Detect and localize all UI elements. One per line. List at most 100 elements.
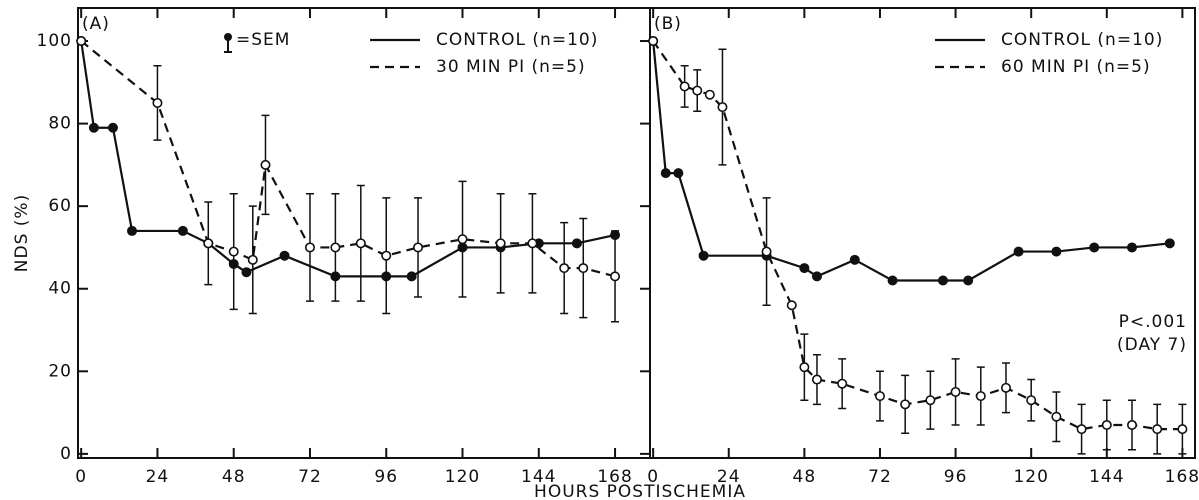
data-point — [799, 263, 810, 274]
data-point — [495, 238, 506, 249]
data-point — [1152, 424, 1163, 435]
data-point — [692, 85, 703, 96]
panel-label: (B) — [654, 14, 682, 34]
data-point — [260, 159, 271, 170]
x-tick-label: 96 — [944, 467, 968, 487]
x-tick-label: 72 — [298, 467, 322, 487]
data-point — [559, 263, 570, 274]
annotation: P<.001 — [1119, 312, 1187, 332]
y-tick-label: 0 — [60, 444, 72, 464]
x-tick-label: 48 — [793, 467, 817, 487]
data-point — [937, 275, 948, 286]
data-point — [1051, 411, 1062, 422]
data-point — [717, 102, 728, 113]
sem-icon-dot — [224, 33, 232, 41]
data-point — [837, 378, 848, 389]
x-tick-label: 96 — [374, 467, 398, 487]
data-point — [1164, 238, 1175, 249]
data-point — [203, 238, 214, 249]
series-line — [652, 40, 1170, 282]
data-point — [355, 238, 366, 249]
data-point — [578, 263, 589, 274]
legend-label: CONTROL (n=10) — [436, 30, 598, 50]
data-point — [406, 271, 417, 282]
y-tick-label: 40 — [48, 279, 72, 299]
data-point — [127, 225, 138, 236]
legend-label: 60 MIN PI (n=5) — [1001, 57, 1151, 77]
data-point — [1076, 424, 1087, 435]
x-tick-label: 120 — [1013, 467, 1048, 487]
data-point — [1051, 246, 1062, 257]
panel-label: (A) — [82, 14, 110, 34]
annotation: =SEM — [236, 30, 290, 50]
data-point — [963, 275, 974, 286]
annotation: (DAY 7) — [1117, 335, 1187, 355]
data-point — [1089, 242, 1100, 253]
data-point — [304, 242, 315, 253]
series-line — [80, 40, 616, 278]
data-point — [950, 386, 961, 397]
x-tick-label: 120 — [445, 467, 480, 487]
data-point — [177, 225, 188, 236]
x-tick-label: 72 — [868, 467, 892, 487]
data-point — [1000, 382, 1011, 393]
data-point — [786, 300, 797, 311]
data-point — [887, 275, 898, 286]
x-tick-label: 24 — [717, 467, 741, 487]
data-point — [76, 36, 87, 47]
x-tick-label: 144 — [521, 467, 556, 487]
x-tick-label: 144 — [1089, 467, 1124, 487]
data-point — [1101, 419, 1112, 430]
data-point — [811, 271, 822, 282]
data-point — [811, 374, 822, 385]
x-axis-label: HOURS POSTISCHEMIA — [534, 482, 746, 500]
data-point — [381, 250, 392, 261]
y-tick-label: 100 — [37, 31, 72, 51]
y-tick-label: 60 — [48, 196, 72, 216]
legend-label: 30 MIN PI (n=5) — [436, 57, 586, 77]
data-point — [761, 246, 772, 257]
data-point — [1126, 242, 1137, 253]
data-point — [1026, 395, 1037, 406]
x-tick-label: 24 — [146, 467, 170, 487]
data-point — [527, 238, 538, 249]
data-point — [571, 238, 582, 249]
data-point — [413, 242, 424, 253]
data-point — [698, 250, 709, 261]
x-tick-label: 48 — [222, 467, 246, 487]
data-point — [975, 391, 986, 402]
data-point — [1013, 246, 1024, 257]
data-point — [925, 395, 936, 406]
legend-label: CONTROL (n=10) — [1001, 30, 1163, 50]
x-tick-label: 0 — [75, 467, 87, 487]
data-point — [1177, 424, 1188, 435]
data-point — [241, 267, 252, 278]
y-axis-label: NDS (%) — [12, 194, 32, 272]
x-tick-label: 0 — [647, 467, 659, 487]
data-point — [704, 89, 715, 100]
x-tick-label: 168 — [597, 467, 632, 487]
data-point — [330, 242, 341, 253]
data-point — [152, 97, 163, 108]
y-tick-label: 20 — [48, 361, 72, 381]
data-point — [648, 36, 659, 47]
data-point — [849, 254, 860, 265]
data-point — [107, 122, 118, 133]
data-point — [247, 254, 258, 265]
data-point — [874, 391, 885, 402]
data-point — [900, 399, 911, 410]
data-point — [799, 362, 810, 373]
data-point — [660, 168, 671, 179]
data-point — [1126, 419, 1137, 430]
plot-frame — [649, 7, 1196, 459]
x-tick-label: 168 — [1165, 467, 1199, 487]
series-line — [652, 40, 1183, 431]
data-point — [279, 250, 290, 261]
data-point — [457, 234, 468, 245]
y-tick-label: 80 — [48, 114, 72, 134]
data-point — [679, 81, 690, 92]
data-point — [610, 271, 621, 282]
data-point — [88, 122, 99, 133]
data-point — [673, 168, 684, 179]
